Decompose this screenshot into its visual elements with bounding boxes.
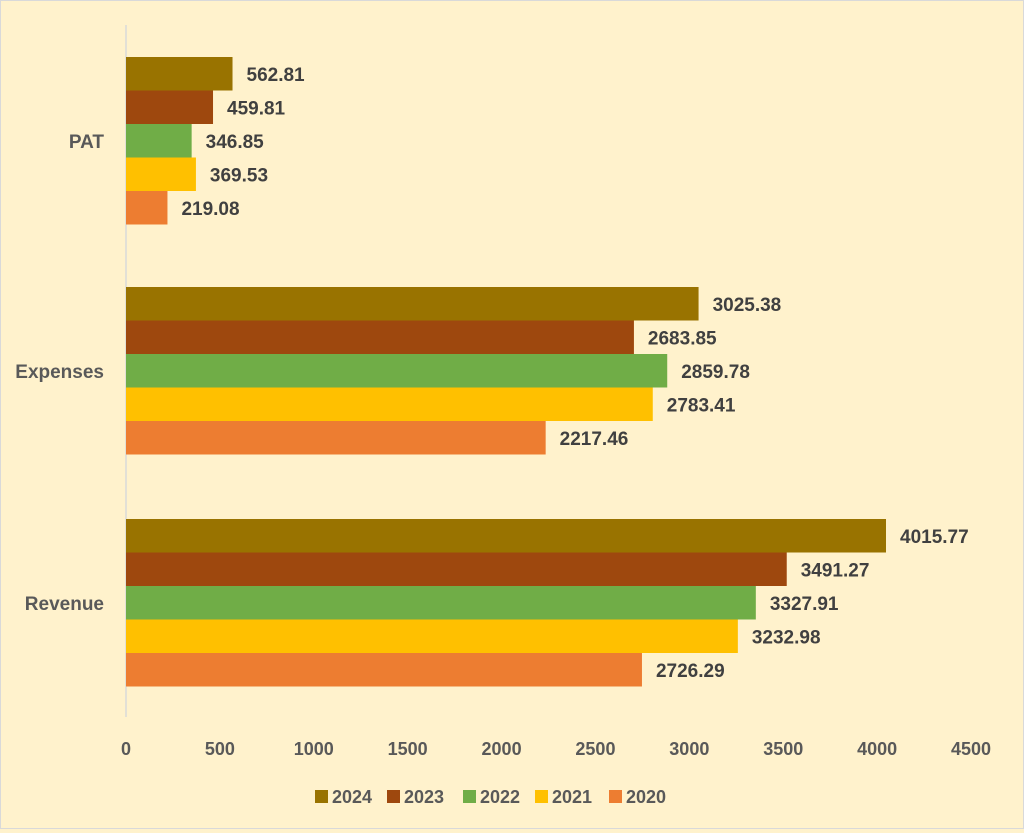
data-label-expenses-2024: 3025.38 xyxy=(713,295,782,316)
x-tick-1000: 1000 xyxy=(294,739,334,759)
legend-swatch-2023 xyxy=(387,790,400,803)
x-tick-3500: 3500 xyxy=(763,739,803,759)
category-label-expenses: Expenses xyxy=(15,362,104,383)
x-tick-2500: 2500 xyxy=(575,739,615,759)
legend-label-2021: 2021 xyxy=(552,787,592,807)
x-tick-500: 500 xyxy=(205,739,235,759)
bar-expenses-2021 xyxy=(126,387,653,421)
data-label-expenses-2021: 2783.41 xyxy=(667,395,736,416)
legend: 2024 2023 2022 2021 2020 xyxy=(315,787,666,807)
data-label-revenue-2022: 3327.91 xyxy=(770,594,839,615)
category-label-pat: PAT xyxy=(69,132,105,153)
legend-swatch-2024 xyxy=(315,790,328,803)
x-tick-2000: 2000 xyxy=(482,739,522,759)
legend-label-2024: 2024 xyxy=(332,787,372,807)
category-label-revenue: Revenue xyxy=(25,594,104,615)
bar-revenue-2020 xyxy=(126,653,642,687)
bar-revenue-2024 xyxy=(126,519,886,553)
data-label-expenses-2023: 2683.85 xyxy=(648,328,717,349)
x-tick-4500: 4500 xyxy=(951,739,991,759)
legend-label-2020: 2020 xyxy=(626,787,666,807)
bar-revenue-2022 xyxy=(126,586,756,620)
bar-expenses-2022 xyxy=(126,354,668,388)
bar-revenue-2023 xyxy=(126,552,787,586)
legend-swatch-2022 xyxy=(463,790,476,803)
x-tick-3000: 3000 xyxy=(669,739,709,759)
bar-pat-2020 xyxy=(126,191,168,225)
bar-pat-2021 xyxy=(126,157,196,191)
data-label-pat-2024: 562.81 xyxy=(247,65,306,86)
legend-swatch-2021 xyxy=(535,790,548,803)
bar-expenses-2024 xyxy=(126,287,699,321)
data-label-pat-2022: 346.85 xyxy=(206,132,265,153)
x-tick-1500: 1500 xyxy=(388,739,428,759)
data-label-revenue-2020: 2726.29 xyxy=(656,661,725,682)
legend-label-2023: 2023 xyxy=(404,787,444,807)
bar-expenses-2020 xyxy=(126,421,546,455)
data-label-pat-2021: 369.53 xyxy=(210,165,268,186)
bar-expenses-2023 xyxy=(126,320,634,354)
data-label-pat-2020: 219.08 xyxy=(181,199,239,220)
bar-pat-2023 xyxy=(126,90,214,124)
data-label-expenses-2022: 2859.78 xyxy=(681,362,750,383)
data-label-pat-2023: 459.81 xyxy=(227,98,286,119)
bar-revenue-2021 xyxy=(126,619,738,653)
data-label-revenue-2021: 3232.98 xyxy=(752,627,821,648)
bar-pat-2024 xyxy=(126,57,233,91)
x-tick-0: 0 xyxy=(121,739,131,759)
data-label-revenue-2023: 3491.27 xyxy=(801,560,870,581)
data-label-revenue-2024: 4015.77 xyxy=(900,527,969,548)
legend-label-2022: 2022 xyxy=(480,787,520,807)
x-tick-4000: 4000 xyxy=(857,739,897,759)
data-label-expenses-2020: 2217.46 xyxy=(560,429,629,450)
legend-swatch-2020 xyxy=(609,790,622,803)
bar-pat-2022 xyxy=(126,124,192,158)
